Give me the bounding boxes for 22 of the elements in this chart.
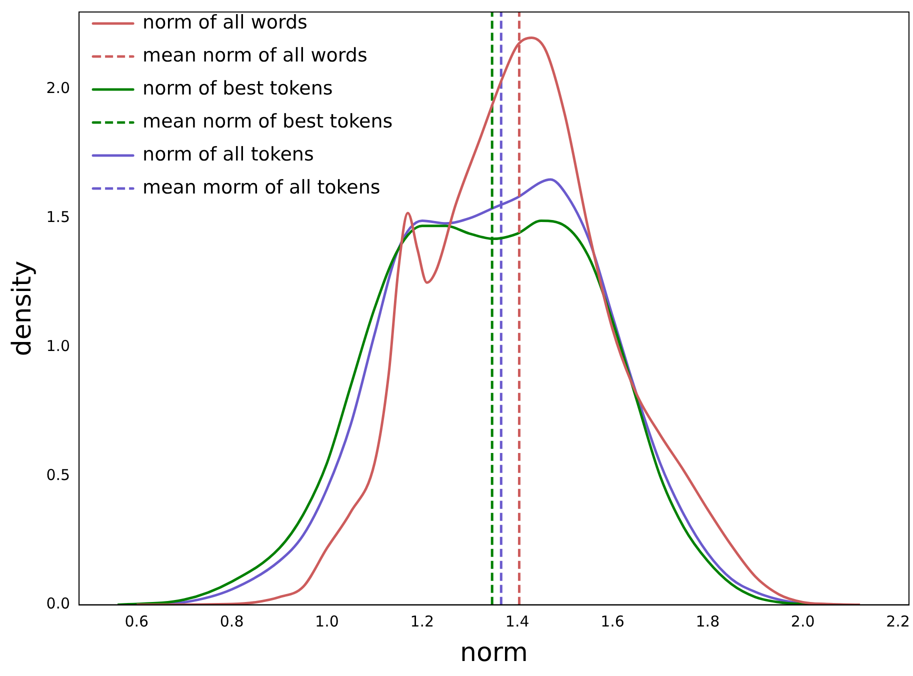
x-tick-label: 1.6 <box>600 612 624 631</box>
y-tick-label: 0.5 <box>46 466 70 484</box>
legend-label: norm of all tokens <box>142 143 314 166</box>
legend-label: mean morm of all tokens <box>142 176 380 198</box>
y-tick-label: 1.0 <box>46 336 70 355</box>
legend-label: mean norm of all words <box>142 44 368 66</box>
x-tick-label: 1.0 <box>315 612 339 631</box>
y-tick-label: 1.5 <box>46 208 70 226</box>
x-axis-title: norm <box>460 638 528 668</box>
y-tick-label: 0.0 <box>46 594 70 613</box>
legend-label: norm of all words <box>142 11 308 34</box>
x-tick-label: 2.2 <box>886 612 910 631</box>
y-tick-label: 2.0 <box>46 79 70 98</box>
legend-label: mean norm of best tokens <box>142 110 393 132</box>
x-tick-label: 0.6 <box>124 612 149 631</box>
x-tick-label: 1.2 <box>410 612 434 631</box>
x-tick-label: 1.8 <box>696 612 720 631</box>
y-axis-title: density <box>7 260 38 356</box>
legend-label: norm of best tokens <box>142 77 333 100</box>
x-tick-label: 0.8 <box>220 612 244 631</box>
x-tick-label: 2.0 <box>790 612 815 631</box>
x-tick-label: 1.4 <box>505 612 530 631</box>
